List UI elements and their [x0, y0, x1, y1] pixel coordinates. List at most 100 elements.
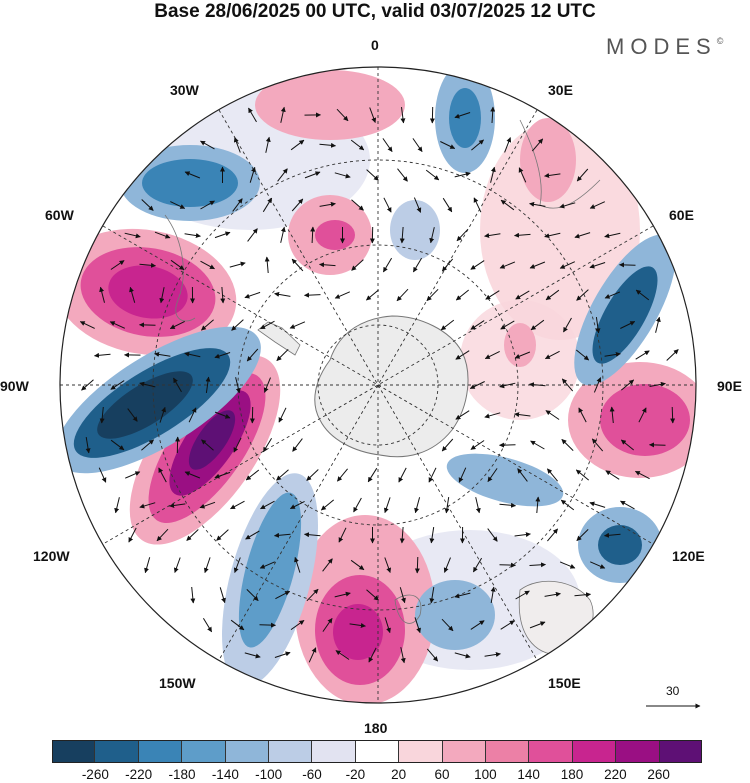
wind-vector [247, 228, 258, 242]
wind-vector [604, 291, 621, 299]
wind-vector [205, 376, 211, 393]
wind-vector [441, 258, 454, 272]
wind-vector [589, 561, 606, 569]
wind-vector [188, 407, 197, 423]
wind-vector [595, 317, 601, 334]
colorbar-tick-label: -60 [302, 767, 322, 782]
lon-label-120e: 120E [672, 548, 705, 564]
wind-vector [499, 261, 516, 269]
wind-vector [471, 139, 484, 151]
brand-name: MODES [606, 34, 717, 59]
wind-vector [576, 529, 589, 541]
wind-vector [470, 320, 485, 330]
wind-vector [290, 139, 305, 151]
wind-vector [249, 166, 256, 183]
wind-vector [139, 502, 156, 509]
colorbar-swatch [572, 740, 617, 763]
wind-vector [576, 168, 589, 182]
wind-vector [351, 259, 364, 271]
wind-vector [203, 557, 211, 574]
wind-vector [277, 168, 288, 182]
wind-vector [484, 350, 500, 360]
wind-vector [319, 262, 336, 268]
wind-vector [530, 319, 545, 331]
map-title: Base 28/06/2025 00 UTC, valid 03/07/2025… [154, 1, 596, 22]
neg-anomaly-120e [578, 507, 662, 583]
wind-vector [425, 169, 440, 181]
wind-vector [229, 261, 246, 268]
neg-anomaly-140e [390, 200, 564, 650]
wind-vector [441, 618, 454, 632]
wind-vector [412, 257, 423, 273]
wind-vector [620, 500, 635, 510]
wind-vector [366, 169, 379, 181]
wind-vector [666, 349, 679, 361]
wind-vector [604, 532, 621, 538]
colorbar-swatch [486, 740, 530, 763]
wind-vector [635, 289, 650, 301]
wind-vector [98, 467, 107, 483]
lon-label-120w: 120W [33, 548, 70, 564]
wind-vector [154, 231, 171, 239]
wind-vector [470, 440, 485, 450]
wind-vector [274, 291, 291, 297]
wind-vector [114, 497, 120, 514]
wind-vector [184, 171, 201, 179]
wind-vector [320, 499, 335, 511]
wind-vector [366, 589, 379, 601]
colorbar-swatch [182, 740, 226, 763]
reference-vector-label: 30 [666, 684, 680, 698]
wind-vector [455, 410, 470, 420]
wind-vector [199, 501, 216, 509]
wind-vector [141, 199, 154, 211]
wind-vector [245, 469, 260, 481]
wind-vector [398, 467, 407, 483]
wind-vector [201, 319, 214, 331]
wind-vector [515, 290, 530, 300]
wind-vector [412, 138, 423, 153]
wind-vector [338, 527, 347, 543]
wind-vector [454, 171, 471, 178]
wind-vector [262, 197, 273, 213]
wind-vector [336, 108, 349, 122]
colorbar-tick-label: 140 [517, 767, 540, 782]
wind-vector [110, 260, 125, 270]
wind-vector [399, 526, 405, 544]
wind-vector [514, 232, 531, 238]
antarctica [314, 315, 469, 458]
wind-vector [235, 377, 241, 394]
wind-vector [144, 557, 151, 574]
wind-vector [128, 527, 137, 543]
wind-vector [233, 437, 242, 453]
wind-vector [304, 292, 321, 298]
wind-vector [547, 528, 558, 542]
colorbar-tick-label: -140 [211, 767, 239, 782]
wind-vector [414, 497, 421, 514]
wind-vector [169, 503, 186, 508]
wind-vector [79, 321, 95, 329]
wind-vector [440, 319, 455, 331]
lon-label-60w: 60W [45, 207, 74, 223]
wind-vector [560, 499, 575, 511]
wind-vector [635, 350, 650, 360]
wind-vector [399, 587, 406, 604]
wind-vector [514, 351, 531, 359]
wind-vector [472, 557, 483, 573]
wind-vector [274, 651, 291, 658]
wind-vector [334, 291, 351, 299]
wind-vector [454, 652, 471, 659]
colorbar-tick-label: 60 [434, 767, 450, 782]
wind-vector [308, 647, 317, 663]
wind-vector [544, 232, 561, 239]
wind-vector [94, 352, 111, 358]
wind-vector [156, 528, 169, 542]
wind-vector [190, 586, 196, 604]
wind-vector [81, 379, 94, 391]
wind-vector [202, 617, 213, 633]
wind-vector [264, 256, 270, 274]
wind-vector [124, 232, 141, 239]
colorbar-swatch [442, 740, 487, 763]
brand-mark: © [716, 36, 724, 46]
wind-vector [576, 289, 589, 301]
